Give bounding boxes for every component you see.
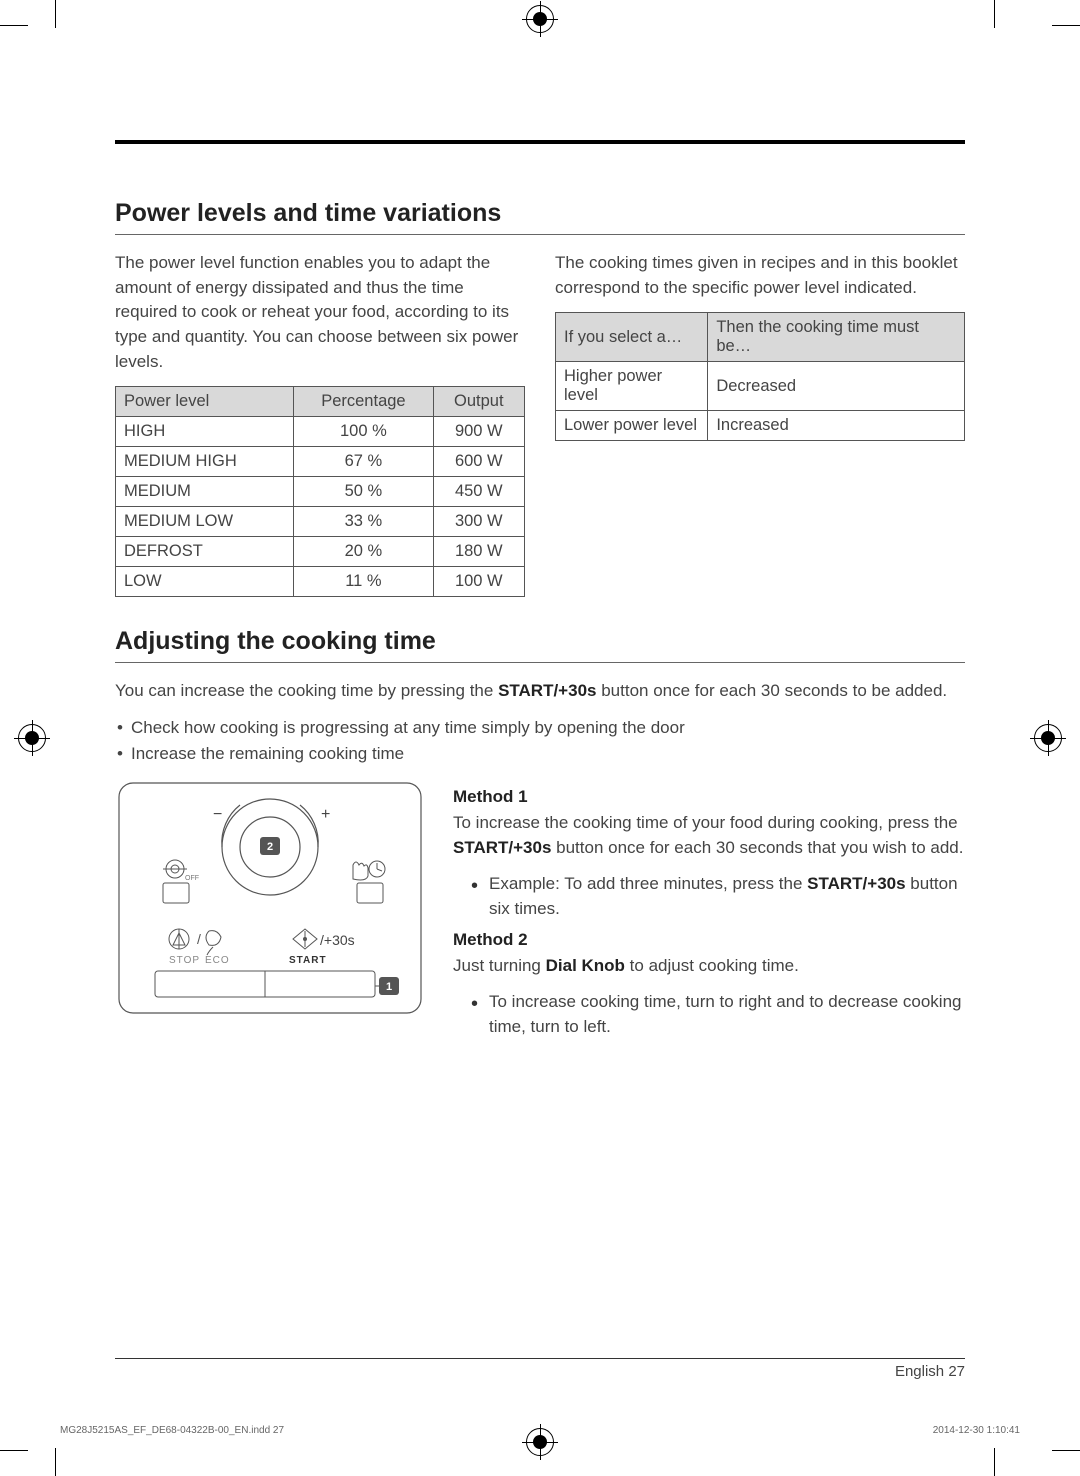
section-title-power: Power levels and time variations bbox=[115, 199, 965, 235]
footer-page: 27 bbox=[948, 1363, 965, 1380]
table-row: MEDIUM LOW33 %300 W bbox=[116, 507, 525, 537]
time-table: If you select a…Then the cooking time mu… bbox=[555, 312, 965, 441]
section-title-adjust: Adjusting the cooking time bbox=[115, 627, 965, 663]
print-date: 2014-12-30 1:10:41 bbox=[933, 1425, 1020, 1436]
table-row: MEDIUM50 %450 W bbox=[116, 477, 525, 507]
bullet-item: Increase the remaining cooking time bbox=[117, 742, 965, 767]
table-header: Percentage bbox=[294, 387, 433, 417]
table-row: Higher power levelDecreased bbox=[556, 362, 965, 411]
method2-text: Just turning Dial Knob to adjust cooking… bbox=[453, 954, 965, 979]
method1-example: Example: To add three minutes, press the… bbox=[471, 872, 965, 921]
crop-mark bbox=[1052, 1450, 1080, 1451]
page-content: Power levels and time variations The pow… bbox=[115, 140, 965, 1386]
intro-right: The cooking times given in recipes and i… bbox=[555, 251, 965, 300]
table-header: Power level bbox=[116, 387, 294, 417]
table-row: HIGH100 %900 W bbox=[116, 417, 525, 447]
start-label: START bbox=[289, 955, 327, 966]
eco-label: ECO bbox=[205, 955, 230, 966]
start-icon bbox=[293, 929, 317, 949]
callout-1: 1 bbox=[386, 981, 392, 993]
plus30s-label: /+30s bbox=[320, 932, 355, 948]
power-level-table: Power levelPercentageOutput HIGH100 %900… bbox=[115, 386, 525, 597]
clock-icon bbox=[369, 861, 385, 877]
method2-bullet: To increase cooking time, turn to right … bbox=[471, 990, 965, 1039]
registration-mark bbox=[18, 724, 46, 752]
table-row: MEDIUM HIGH67 %600 W bbox=[116, 447, 525, 477]
top-rule bbox=[115, 140, 965, 144]
crop-mark bbox=[1052, 25, 1080, 26]
table-row: LOW11 %100 W bbox=[116, 567, 525, 597]
crop-mark bbox=[0, 25, 28, 26]
print-file: MG28J5215AS_EF_DE68-04322B-00_EN.indd 27 bbox=[60, 1425, 284, 1436]
hand-icon bbox=[353, 862, 368, 880]
start-30s-label: START/+30s bbox=[498, 681, 596, 700]
adjust-intro-post: button once for each 30 seconds to be ad… bbox=[596, 681, 947, 700]
callout-2: 2 bbox=[267, 841, 273, 853]
stop-label: STOP bbox=[169, 955, 200, 966]
registration-mark bbox=[526, 5, 554, 33]
page-footer: English 27 bbox=[115, 1358, 965, 1380]
crop-mark bbox=[994, 1448, 995, 1476]
plus-label: + bbox=[321, 806, 330, 823]
method1-text: To increase the cooking time of your foo… bbox=[453, 811, 965, 860]
registration-mark bbox=[1034, 724, 1062, 752]
print-footer: MG28J5215AS_EF_DE68-04322B-00_EN.indd 27… bbox=[60, 1425, 1020, 1436]
intro-left: The power level function enables you to … bbox=[115, 251, 525, 374]
method1-label: Method 1 bbox=[453, 787, 965, 807]
adjust-intro-pre: You can increase the cooking time by pre… bbox=[115, 681, 498, 700]
control-panel-diagram: − + 2 OFF bbox=[115, 779, 425, 1024]
eco-icon bbox=[206, 931, 221, 955]
crop-mark bbox=[994, 0, 995, 28]
method2-label: Method 2 bbox=[453, 930, 965, 950]
minus-label: − bbox=[213, 806, 222, 823]
table-row: DEFROST20 %180 W bbox=[116, 537, 525, 567]
crop-mark bbox=[55, 1448, 56, 1476]
table-header: Then the cooking time must be… bbox=[708, 313, 965, 362]
table-header: If you select a… bbox=[556, 313, 708, 362]
crop-mark bbox=[55, 0, 56, 28]
off-icon: OFF bbox=[163, 860, 199, 882]
table-row: Lower power levelIncreased bbox=[556, 411, 965, 441]
footer-lang: English bbox=[895, 1363, 944, 1380]
off-label: OFF bbox=[185, 875, 199, 882]
adjust-intro: You can increase the cooking time by pre… bbox=[115, 679, 965, 704]
adjust-bullets: Check how cooking is progressing at any … bbox=[115, 716, 965, 767]
svg-text:/: / bbox=[197, 931, 201, 947]
stop-icon bbox=[169, 929, 189, 949]
bullet-item: Check how cooking is progressing at any … bbox=[117, 716, 965, 741]
table-header: Output bbox=[433, 387, 524, 417]
crop-mark bbox=[0, 1450, 28, 1451]
